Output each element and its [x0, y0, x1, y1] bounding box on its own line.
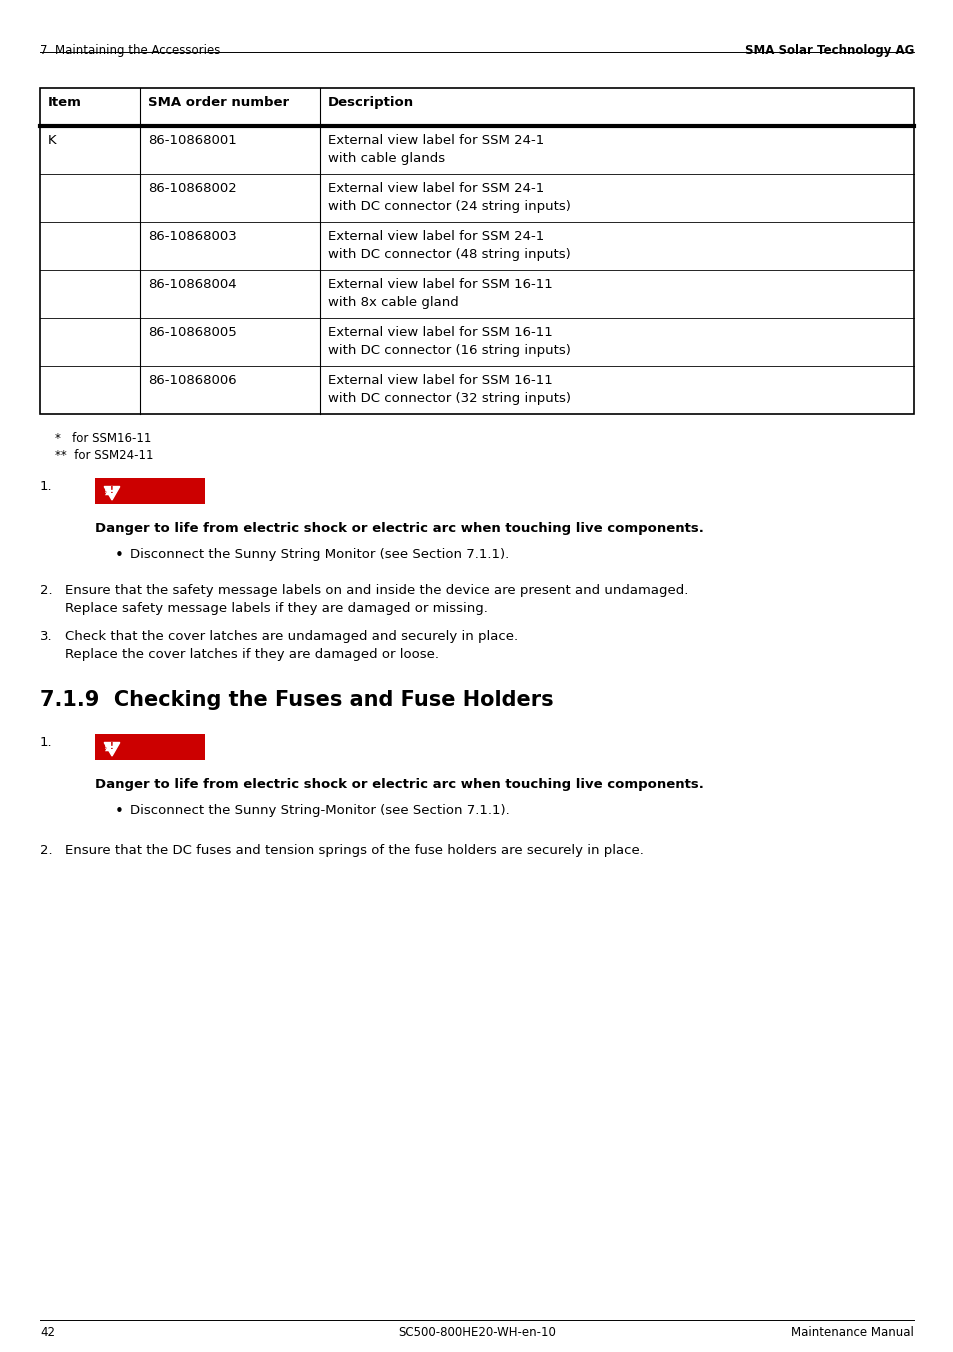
- Text: 86-10868006: 86-10868006: [148, 375, 236, 387]
- Text: External view label for SSM 24-1: External view label for SSM 24-1: [328, 183, 543, 195]
- Text: with DC connector (24 string inputs): with DC connector (24 string inputs): [328, 200, 570, 214]
- Text: 2.: 2.: [40, 844, 52, 857]
- Text: •: •: [115, 548, 124, 562]
- Text: External view label for SSM 24-1: External view label for SSM 24-1: [328, 230, 543, 243]
- Text: SMA order number: SMA order number: [148, 96, 289, 110]
- Text: with cable glands: with cable glands: [328, 151, 445, 165]
- Text: DANGER: DANGER: [121, 740, 186, 754]
- Text: 7.1.9  Checking the Fuses and Fuse Holders: 7.1.9 Checking the Fuses and Fuse Holder…: [40, 690, 553, 710]
- Text: with 8x cable gland: with 8x cable gland: [328, 296, 458, 310]
- Text: Item: Item: [48, 96, 82, 110]
- Text: Replace safety message labels if they are damaged or missing.: Replace safety message labels if they ar…: [65, 602, 487, 615]
- Text: K: K: [48, 134, 56, 147]
- Text: External view label for SSM 16-11: External view label for SSM 16-11: [328, 326, 552, 339]
- Text: ▲: ▲: [105, 485, 112, 496]
- Polygon shape: [104, 487, 120, 500]
- Text: Danger to life from electric shock or electric arc when touching live components: Danger to life from electric shock or el…: [95, 522, 703, 535]
- Text: with DC connector (32 string inputs): with DC connector (32 string inputs): [328, 392, 571, 406]
- Bar: [40, 88, 913, 414]
- Text: 86-10868001: 86-10868001: [148, 134, 236, 147]
- Text: 7  Maintaining the Accessories: 7 Maintaining the Accessories: [40, 45, 220, 57]
- Text: External view label for SSM 16-11: External view label for SSM 16-11: [328, 375, 552, 387]
- Text: !: !: [110, 742, 113, 752]
- Text: **  for SSM24-11: ** for SSM24-11: [55, 449, 153, 462]
- Text: 2.: 2.: [40, 584, 52, 598]
- Text: 86-10868004: 86-10868004: [148, 279, 236, 291]
- Bar: [95, 734, 205, 760]
- Text: ▲: ▲: [105, 742, 112, 752]
- Text: 1.: 1.: [40, 735, 52, 749]
- Text: 42: 42: [40, 1326, 55, 1338]
- Text: !: !: [110, 487, 113, 495]
- Text: SMA Solar Technology AG: SMA Solar Technology AG: [744, 45, 913, 57]
- Text: Ensure that the DC fuses and tension springs of the fuse holders are securely in: Ensure that the DC fuses and tension spr…: [65, 844, 643, 857]
- Text: 3.: 3.: [40, 630, 52, 644]
- Text: Replace the cover latches if they are damaged or loose.: Replace the cover latches if they are da…: [65, 648, 438, 661]
- Text: Ensure that the safety message labels on and inside the device are present and u: Ensure that the safety message labels on…: [65, 584, 688, 598]
- Text: 86-10868003: 86-10868003: [148, 230, 236, 243]
- Text: 86-10868005: 86-10868005: [148, 326, 236, 339]
- Text: 1.: 1.: [40, 480, 52, 493]
- Bar: [95, 479, 205, 504]
- Text: 86-10868002: 86-10868002: [148, 183, 236, 195]
- Text: !: !: [104, 744, 107, 750]
- Text: !: !: [104, 488, 107, 493]
- Text: •: •: [115, 804, 124, 819]
- Text: DANGER: DANGER: [121, 484, 186, 498]
- Text: with DC connector (16 string inputs): with DC connector (16 string inputs): [328, 343, 570, 357]
- Text: with DC connector (48 string inputs): with DC connector (48 string inputs): [328, 247, 570, 261]
- Text: External view label for SSM 16-11: External view label for SSM 16-11: [328, 279, 552, 291]
- Text: Description: Description: [328, 96, 414, 110]
- Polygon shape: [104, 742, 120, 756]
- Text: Disconnect the Sunny String Monitor (see Section 7.1.1).: Disconnect the Sunny String Monitor (see…: [130, 548, 509, 561]
- Text: Check that the cover latches are undamaged and securely in place.: Check that the cover latches are undamag…: [65, 630, 517, 644]
- Text: External view label for SSM 24-1: External view label for SSM 24-1: [328, 134, 543, 147]
- Text: SC500-800HE20-WH-en-10: SC500-800HE20-WH-en-10: [397, 1326, 556, 1338]
- Text: Danger to life from electric shock or electric arc when touching live components: Danger to life from electric shock or el…: [95, 777, 703, 791]
- Text: Maintenance Manual: Maintenance Manual: [790, 1326, 913, 1338]
- Text: Disconnect the Sunny String-Monitor (see Section 7.1.1).: Disconnect the Sunny String-Monitor (see…: [130, 804, 509, 817]
- Text: *   for SSM16-11: * for SSM16-11: [55, 433, 152, 445]
